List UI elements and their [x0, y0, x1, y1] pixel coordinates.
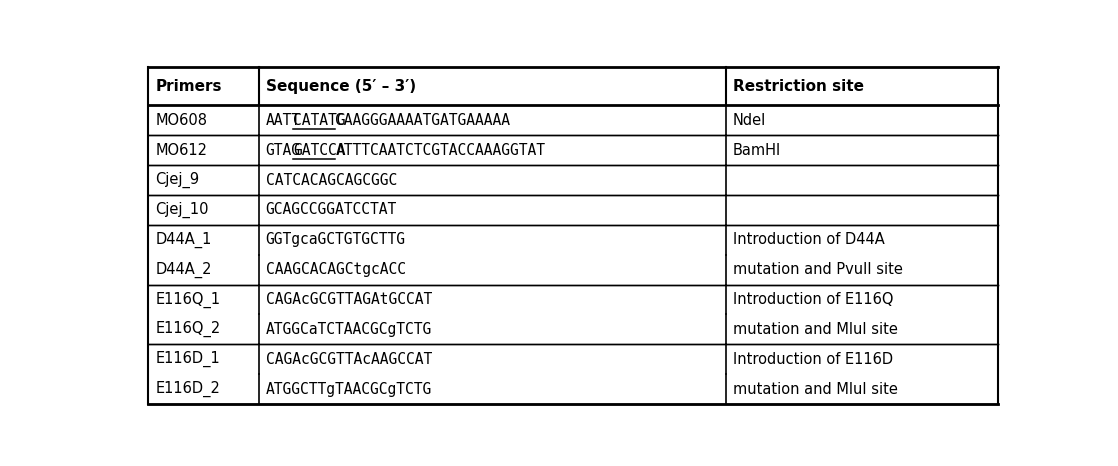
Text: E116Q_2: E116Q_2 [155, 321, 220, 337]
Text: D44A_2: D44A_2 [155, 261, 211, 278]
Text: BamHI: BamHI [732, 143, 780, 158]
Text: E116D_2: E116D_2 [155, 381, 220, 397]
Text: MO612: MO612 [155, 143, 207, 158]
Text: CATATG: CATATG [293, 113, 345, 128]
Text: Cjej_9: Cjej_9 [155, 172, 199, 188]
Text: CATCACAGCAGCGGC: CATCACAGCAGCGGC [266, 172, 397, 188]
Text: CAGAcGCGTTAGAtGCCAT: CAGAcGCGTTAGAtGCCAT [266, 292, 432, 307]
Text: GATCCA: GATCCA [293, 143, 345, 158]
Text: ATTTCAATCTCGTACCAAAGGTAT: ATTTCAATCTCGTACCAAAGGTAT [335, 143, 546, 158]
Text: mutation and MluI site: mutation and MluI site [732, 382, 898, 397]
Text: CAAGGGAAAATGATGAAAAA: CAAGGGAAAATGATGAAAAA [335, 113, 510, 128]
Text: Restriction site: Restriction site [732, 79, 863, 94]
Text: Introduction of E116Q: Introduction of E116Q [732, 292, 893, 307]
Text: ATGGCTTgTAACGCgTCTG: ATGGCTTgTAACGCgTCTG [266, 382, 432, 397]
Text: Primers: Primers [155, 79, 221, 94]
Text: D44A_1: D44A_1 [155, 232, 211, 248]
Text: NdeI: NdeI [732, 113, 766, 128]
Text: Introduction of D44A: Introduction of D44A [732, 232, 884, 247]
Text: mutation and MluI site: mutation and MluI site [732, 322, 898, 337]
Text: CAAGCACAGCtgcACC: CAAGCACAGCtgcACC [266, 262, 406, 277]
Text: CAGAcGCGTTAcAAGCCAT: CAGAcGCGTTAcAAGCCAT [266, 352, 432, 367]
Text: E116D_1: E116D_1 [155, 351, 220, 367]
Text: Cjej_10: Cjej_10 [155, 202, 209, 218]
Text: GCAGCCGGATCCTAT: GCAGCCGGATCCTAT [266, 202, 397, 218]
Text: E116Q_1: E116Q_1 [155, 291, 220, 308]
Text: Sequence (5′ – 3′): Sequence (5′ – 3′) [266, 79, 416, 94]
Text: GTAG: GTAG [266, 143, 301, 158]
Text: MO608: MO608 [155, 113, 207, 128]
Text: mutation and PvuII site: mutation and PvuII site [732, 262, 902, 277]
Text: GGTgcaGCTGTGCTTG: GGTgcaGCTGTGCTTG [266, 232, 406, 247]
Text: ATGGCaTCTAACGCgTCTG: ATGGCaTCTAACGCgTCTG [266, 322, 432, 337]
Text: Introduction of E116D: Introduction of E116D [732, 352, 893, 367]
Text: AATT: AATT [266, 113, 301, 128]
